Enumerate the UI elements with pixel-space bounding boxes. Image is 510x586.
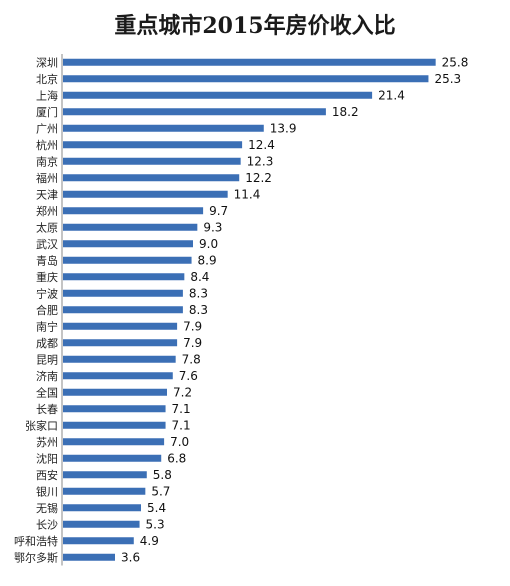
category-label: 天津	[36, 188, 58, 201]
bar	[63, 421, 166, 429]
value-label: 11.4	[234, 187, 261, 201]
value-label: 7.2	[173, 385, 192, 399]
value-label: 8.9	[198, 253, 217, 267]
bar	[63, 240, 193, 248]
value-label: 18.2	[332, 105, 359, 119]
value-label: 7.0	[170, 435, 189, 449]
bar	[63, 75, 429, 83]
bar	[63, 372, 173, 380]
bar	[63, 174, 240, 182]
value-label: 8.3	[189, 286, 208, 300]
category-label: 深圳	[36, 56, 58, 69]
value-label: 12.2	[245, 171, 272, 185]
bar	[63, 124, 264, 132]
value-label: 12.4	[248, 138, 275, 152]
value-label: 25.8	[442, 55, 469, 69]
bar	[63, 157, 241, 165]
category-label: 南宁	[36, 319, 58, 333]
bar	[63, 454, 162, 462]
category-label: 长春	[36, 403, 58, 416]
bar	[63, 339, 178, 347]
bar	[63, 256, 192, 264]
bar	[63, 520, 140, 528]
value-label: 7.1	[172, 402, 191, 416]
category-label: 鄂尔多斯	[14, 550, 58, 564]
bar	[63, 141, 243, 149]
value-label: 9.3	[203, 220, 222, 234]
value-label: 5.3	[146, 517, 165, 531]
value-label: 7.9	[183, 336, 202, 350]
bar	[63, 438, 165, 446]
value-label: 3.6	[121, 550, 140, 564]
bar	[63, 289, 183, 297]
bar	[63, 504, 141, 512]
category-label: 成都	[36, 337, 58, 350]
bar	[63, 91, 373, 99]
value-label: 5.7	[151, 484, 170, 498]
category-label: 武汉	[36, 238, 58, 251]
bar	[63, 355, 176, 363]
category-label: 郑州	[36, 204, 58, 218]
chart-title: 重点城市2015年房价收入比	[114, 13, 396, 39]
value-label: 7.8	[182, 352, 201, 366]
bar	[63, 306, 183, 314]
bar	[63, 322, 178, 330]
value-label: 21.4	[378, 88, 405, 102]
category-label: 广州	[36, 122, 58, 135]
category-label: 宁波	[36, 286, 58, 300]
category-label: 银川	[36, 484, 58, 498]
category-label: 全国	[36, 385, 58, 399]
category-label: 长沙	[36, 518, 58, 531]
bar	[63, 487, 146, 495]
value-label: 5.4	[147, 501, 166, 515]
category-label: 沈阳	[36, 451, 58, 465]
category-label: 张家口	[25, 418, 58, 432]
bars-group: 深圳 25.8 北京 25.3 上海 21.4 厦门 18.2 广州 13.9 杭州 12.4 南京 12…	[14, 55, 468, 564]
bar	[63, 388, 167, 396]
bar	[63, 190, 228, 198]
category-label: 厦门	[36, 105, 58, 119]
value-label: 7.1	[172, 418, 191, 432]
bar	[63, 537, 134, 545]
value-label: 9.7	[209, 204, 228, 218]
value-label: 8.3	[189, 303, 208, 317]
bar	[63, 553, 115, 561]
category-label: 青岛	[36, 253, 58, 267]
category-label: 合肥	[36, 303, 58, 317]
value-label: 7.9	[183, 319, 202, 333]
category-label: 南京	[36, 154, 58, 168]
value-label: 5.8	[153, 468, 172, 482]
bar	[63, 108, 326, 116]
category-label: 杭州	[36, 138, 58, 152]
bar	[63, 207, 204, 215]
category-label: 福州	[36, 171, 58, 185]
value-label: 13.9	[270, 121, 297, 135]
bar	[63, 471, 147, 479]
category-label: 济南	[36, 369, 58, 383]
bar	[63, 223, 198, 231]
bar	[63, 405, 166, 413]
category-label: 呼和浩特	[14, 534, 58, 548]
category-label: 北京	[36, 72, 58, 86]
value-label: 9.0	[199, 237, 218, 251]
bar	[63, 58, 436, 66]
category-label: 太原	[36, 221, 58, 234]
category-label: 西安	[36, 468, 58, 482]
value-label: 12.3	[247, 154, 274, 168]
category-label: 无锡	[36, 501, 58, 515]
value-label: 8.4	[190, 270, 209, 284]
category-label: 重庆	[36, 270, 58, 284]
value-label: 7.6	[179, 369, 198, 383]
value-label: 6.8	[167, 451, 186, 465]
category-label: 上海	[36, 88, 58, 102]
category-label: 苏州	[36, 436, 58, 449]
bar	[63, 273, 185, 281]
value-label: 4.9	[140, 534, 159, 548]
value-label: 25.3	[434, 72, 461, 86]
category-label: 昆明	[36, 353, 58, 366]
